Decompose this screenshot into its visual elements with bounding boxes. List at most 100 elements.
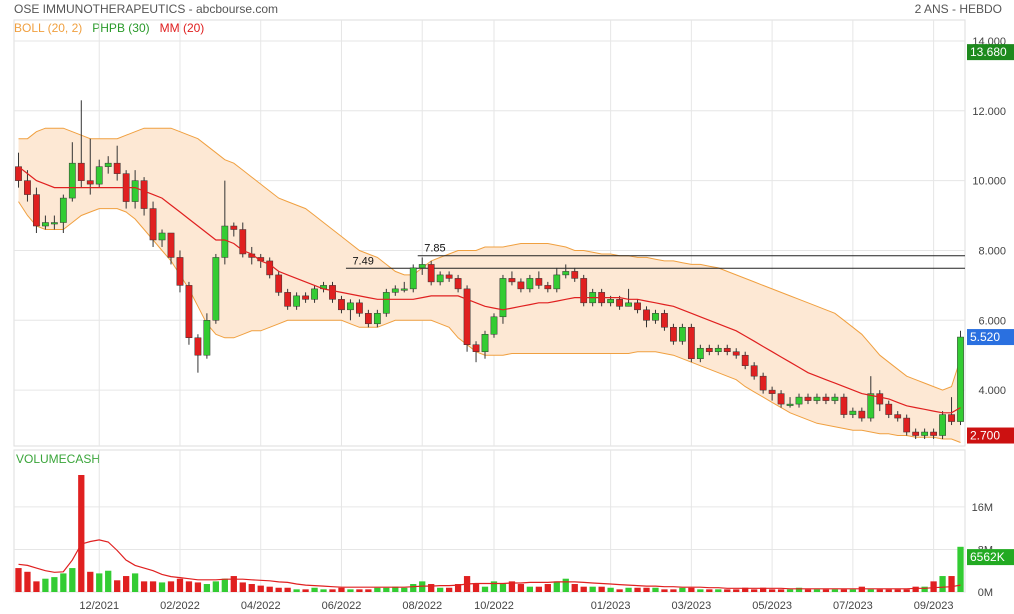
candle-body-93 [849,410,857,415]
volume-bar-74 [679,587,686,592]
candle-body-102 [930,431,937,436]
volume-bar-8 [87,571,94,592]
volume-bar-9 [96,573,103,592]
volume-bar-86 [786,589,794,592]
volume-bar-48 [445,587,453,592]
volume-bar-2 [33,581,40,592]
volume-bar-14 [140,581,148,592]
volume-bar-60 [553,581,560,592]
candle-body-11 [113,162,121,174]
candle-body-68 [625,302,632,307]
volume-bar-23 [221,578,228,592]
candle-body-43 [400,288,408,291]
candle-body-10 [104,162,112,167]
candle-body-51 [472,344,480,352]
candle-body-97 [885,403,893,415]
volume-bar-92 [840,589,848,592]
candle-body-19 [185,285,193,339]
volume-badge [967,549,1014,566]
volume-bar-91 [831,589,839,592]
candle-body-39 [364,313,372,325]
candle-body-57 [526,278,534,290]
volume-bar-46 [428,584,435,592]
candle-body-105 [957,336,964,422]
volume-bar-76 [697,589,704,592]
volume-bar-95 [867,589,874,592]
volume-bar-44 [410,584,417,592]
volume-bar-57 [526,586,534,592]
candle-body-94 [858,410,866,419]
candle-body-79 [723,347,731,352]
legend-item-1: PHPB (30) [92,21,150,35]
reference-line-label-0: 7.85 [424,243,445,255]
volume-bar-67 [616,589,623,592]
candle-body-85 [777,393,785,405]
volume-bar-98 [894,589,901,592]
candle-body-22 [212,257,220,321]
volume-bar-90 [822,589,830,592]
moving-average-line [18,166,961,414]
volume-bar-25 [239,582,246,592]
volume-bar-26 [248,584,255,592]
candle-body-78 [714,347,722,352]
price-panel-frame [13,19,966,447]
volume-bar-102 [930,581,937,592]
x-tick-label-6: 01/2023 [591,600,631,612]
volume-bar-80 [733,589,740,592]
candle-body-46 [427,264,435,283]
candle-body-9 [95,166,103,185]
candle-body-70 [643,309,650,321]
price-y-tick-5: 4.000 [978,385,1006,397]
candle-body-6 [68,162,76,199]
volume-bar-32 [302,589,309,592]
x-tick-label-10: 09/2023 [914,600,954,612]
price-badge-1 [967,329,1014,346]
candle-body-42 [391,288,399,293]
candle-body-37 [347,302,354,311]
bollinger-lower-line [18,201,961,443]
candle-body-7 [77,162,85,181]
volume-average-line [18,539,961,590]
candle-body-16 [158,232,166,241]
x-tick-label-3: 06/2022 [322,600,362,612]
candle-body-52 [481,334,489,352]
volume-bar-7 [78,474,85,592]
volume-bar-65 [598,586,605,592]
x-tick-label-7: 03/2023 [671,600,711,612]
candle-body-20 [194,337,202,356]
price-y-tick-2: 10.000 [972,176,1006,188]
candle-body-92 [840,396,848,415]
volume-bar-70 [643,587,650,592]
volume-bar-83 [759,587,767,592]
price-badge-2 [967,427,1014,444]
volume-bar-27 [257,585,264,592]
price-y-tick-1: 12.000 [972,106,1006,118]
chart-title: OSE IMMUNOTHERAPEUTICS - abcbourse.com [14,2,279,16]
candle-body-83 [759,375,767,391]
candle-body-76 [696,347,704,359]
volume-bar-58 [535,586,542,592]
candle-body-23 [221,225,229,258]
candle-body-75 [687,327,695,359]
candle-body-40 [373,313,381,325]
candle-body-98 [894,414,902,419]
candle-body-38 [356,302,363,314]
candle-body-18 [176,257,184,286]
volume-bar-54 [499,584,507,592]
x-tick-label-0: 12/2021 [79,600,119,612]
volume-bar-64 [589,586,596,592]
candle-body-29 [275,274,283,293]
candle-body-73 [670,327,677,342]
period-selector[interactable]: 2 ANS - HEBDO [914,2,1002,16]
candle-body-53 [490,316,498,335]
candle-body-84 [768,389,776,394]
volume-bar-21 [203,584,211,592]
volume-bar-18 [176,578,184,592]
volume-bar-20 [194,582,202,592]
volume-bar-71 [652,587,659,592]
candle-body-5 [59,197,67,223]
candle-body-36 [338,299,345,311]
volume-bar-81 [742,587,749,592]
candle-body-71 [652,313,659,321]
volume-bar-101 [921,586,928,592]
